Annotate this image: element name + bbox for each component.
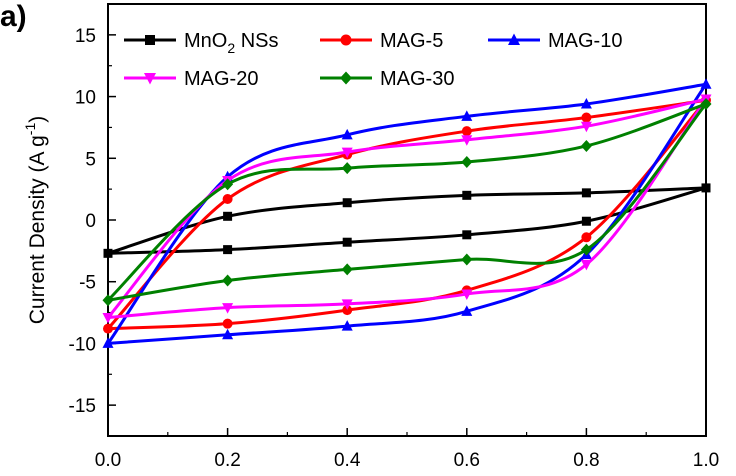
- legend-label-text: MAG-30: [380, 68, 454, 90]
- series-line-upper: [106, 82, 707, 345]
- legend: MnO2 NSs MAG-5 MAG-10 MAG-20 MAG-30: [124, 30, 622, 90]
- y-axis-title: Current Density (A g-1): [22, 116, 49, 325]
- data-point: [103, 323, 113, 334]
- data-point: [581, 112, 592, 123]
- data-point: [342, 305, 353, 316]
- legend-item: MAG-10: [488, 30, 622, 52]
- data-point: [223, 211, 233, 221]
- data-point: [581, 232, 592, 243]
- tick-labels: 0.0 0.2 0.4 0.6 0.8 1.0 15 10 5 0 -5 -10 -15: [69, 26, 720, 471]
- legend-label: MAG-10: [548, 30, 622, 52]
- data-point: [462, 190, 472, 200]
- legend-label: MnO2 NSs: [184, 30, 278, 56]
- panel-label: a): [0, 0, 27, 33]
- legend-label-post: NSs: [235, 30, 278, 52]
- data-point: [461, 289, 473, 301]
- data-point: [700, 78, 712, 89]
- data-point: [461, 305, 473, 316]
- y-tick-label: 0: [85, 211, 96, 232]
- data-point: [462, 230, 472, 240]
- data-point: [701, 183, 711, 193]
- legend-marker: [340, 71, 352, 85]
- x-tick-label: 0.0: [95, 450, 121, 471]
- data-point: [341, 320, 353, 331]
- series-layer: [102, 78, 712, 348]
- legend-item: MAG-30: [320, 68, 454, 90]
- legend-item: MAG-20: [124, 68, 258, 90]
- y-tick-label: -10: [69, 334, 96, 355]
- series-mag-30: [102, 97, 712, 307]
- x-tick-label: 1.0: [693, 450, 719, 471]
- data-point: [461, 110, 473, 121]
- y-axis-title-end: ): [26, 116, 49, 123]
- series-line-lower: [107, 98, 708, 320]
- data-point: [461, 135, 473, 146]
- data-point: [222, 178, 234, 191]
- legend-label-text: MnO: [184, 30, 227, 52]
- series-line-upper: [106, 102, 707, 302]
- x-tick-label: 0.2: [214, 450, 240, 471]
- data-point: [222, 274, 234, 287]
- data-point: [461, 126, 472, 137]
- legend-label-text: MAG-10: [548, 30, 622, 52]
- data-point: [341, 162, 353, 175]
- data-point: [222, 328, 234, 340]
- legend-item: MAG-5: [320, 30, 443, 52]
- y-tick-label: -15: [69, 396, 96, 417]
- data-point: [580, 243, 592, 256]
- data-point: [581, 188, 591, 198]
- legend-label: MAG-20: [184, 68, 258, 90]
- data-point: [222, 303, 234, 314]
- data-point: [342, 198, 352, 208]
- legend-item: MnO2 NSs: [124, 30, 278, 56]
- data-point: [103, 248, 113, 258]
- x-tick-label: 0.6: [454, 450, 480, 471]
- data-point: [341, 147, 353, 159]
- data-point: [580, 259, 592, 271]
- y-axis-title-main: Current Density (A g: [26, 135, 49, 324]
- x-tick-label: 0.4: [334, 450, 361, 471]
- y-axis-title-sup: -1: [22, 123, 38, 136]
- series-mag-10: [102, 78, 712, 348]
- series-line-lower: [107, 103, 708, 302]
- data-point: [102, 337, 114, 348]
- legend-marker: [508, 33, 520, 45]
- legend-label-text: MAG-5: [380, 30, 443, 52]
- legend-label-sub: 2: [227, 40, 235, 56]
- data-point: [580, 139, 592, 152]
- data-point: [341, 128, 353, 140]
- legend-marker: [145, 35, 155, 45]
- y-tick-label: -5: [79, 273, 96, 294]
- legend-label-text: MAG-20: [184, 68, 258, 90]
- x-tick-label: 0.8: [573, 450, 599, 471]
- data-point: [580, 97, 592, 109]
- y-tick-label: 15: [75, 26, 96, 47]
- data-point: [342, 237, 352, 247]
- data-point: [341, 299, 353, 310]
- data-point: [461, 155, 473, 168]
- series-line-upper: [107, 186, 707, 255]
- data-point: [102, 294, 114, 307]
- data-point: [102, 313, 114, 324]
- legend-label: MAG-5: [380, 30, 443, 52]
- data-point: [222, 318, 233, 329]
- data-point: [461, 253, 473, 266]
- data-point: [222, 194, 233, 205]
- legend-marker: [340, 34, 352, 46]
- legend-label: MAG-30: [380, 68, 454, 90]
- data-point: [580, 121, 592, 133]
- legend-marker: [144, 73, 156, 85]
- data-point: [700, 97, 712, 110]
- data-point: [223, 245, 233, 255]
- y-tick-label: 5: [85, 149, 96, 170]
- data-point: [341, 263, 353, 276]
- data-point: [581, 216, 591, 226]
- y-tick-label: 10: [75, 88, 96, 109]
